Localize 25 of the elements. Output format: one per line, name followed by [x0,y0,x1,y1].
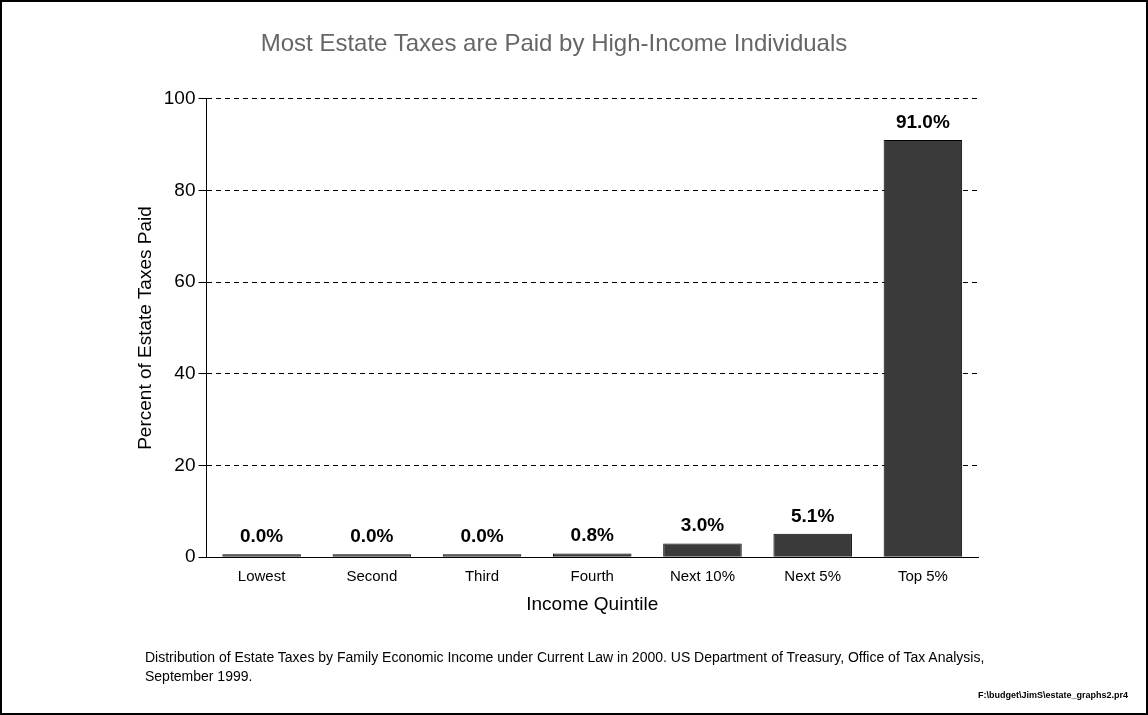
x-tick-label: Fourth [570,567,614,585]
data-label: 0.0% [460,524,504,546]
chart-title: Most Estate Taxes are Paid by High-Income Individuals [260,29,848,57]
y-axis-title: Percent of Estate Taxes Paid [133,206,155,450]
x-tick-label: Top 5% [897,567,948,585]
text: Distribution of Estate Taxes by Family Economic Income under Current Law in 2000. US Department of Treasury, Office of Tax Analysis, September 1999. [145,648,986,686]
y-tick-label: 40 [174,362,196,384]
x-tick-label: Third [464,567,500,585]
x-tick-label: Next 5% [784,567,842,585]
y-tick-label: 0 [184,545,196,567]
data-label: 0.0% [350,524,394,546]
data-label: 3.0% [680,514,725,536]
x-axis-title: Income Quintile [526,592,659,614]
data-label: 0.0% [239,524,284,546]
x-tick-label: Next 10% [669,567,735,585]
y-tick-label: 60 [174,270,196,292]
y-tick-label: 80 [174,178,196,200]
y-tick-label: 20 [174,453,196,475]
data-label: 91.0% [895,110,950,132]
data-label: 5.1% [791,504,835,526]
y-tick-label: 100 [163,87,196,109]
x-tick-label: Second [346,567,398,585]
data-label: 0.8% [570,524,615,546]
x-tick-label: Lowest [237,567,287,585]
text: F:\budget\JimS\estate_graphs2.pr4 [977,690,1128,700]
